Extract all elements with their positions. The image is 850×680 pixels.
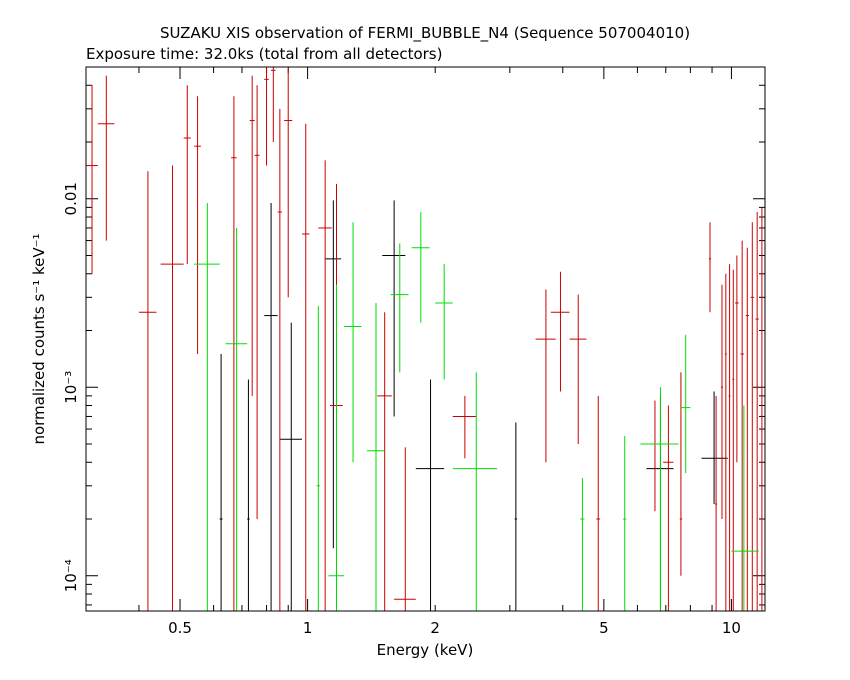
x-axis-label: Energy (keV)	[377, 641, 474, 659]
data-point	[623, 436, 627, 611]
data-point	[596, 395, 601, 611]
data-point	[514, 422, 518, 611]
y-tick-label: 10⁻⁴	[62, 559, 80, 592]
data-point	[160, 165, 184, 611]
data-point	[708, 222, 712, 313]
data-point	[271, 67, 276, 143]
data-point	[750, 222, 754, 611]
data-point	[535, 289, 556, 463]
data-point	[284, 70, 293, 298]
data-point	[715, 395, 718, 611]
data-point	[86, 85, 98, 274]
data-point	[728, 264, 731, 611]
data-point	[97, 75, 115, 241]
plot-frame	[85, 66, 766, 612]
data-point	[580, 477, 585, 611]
data-point	[344, 222, 362, 463]
chart-title: SUZAKU XIS observation of FERMI_BUBBLE_N…	[160, 24, 690, 43]
data-point	[318, 160, 332, 611]
y-axis-label: normalized counts s⁻¹ keV⁻¹	[30, 233, 48, 444]
data-point	[377, 312, 392, 611]
data-point	[452, 395, 477, 459]
x-tick-label: 1	[303, 619, 313, 637]
series-1	[86, 67, 764, 611]
data-point	[435, 264, 453, 380]
data-point	[366, 302, 385, 611]
data-point	[302, 123, 310, 611]
data-point	[231, 96, 237, 611]
data-point	[569, 294, 587, 444]
data-point	[277, 108, 282, 611]
x-tick-label: 5	[599, 619, 609, 637]
data-point	[640, 387, 679, 611]
data-point	[640, 400, 669, 512]
series-2	[194, 202, 759, 611]
data-point	[740, 240, 744, 611]
data-point	[760, 207, 764, 611]
data-point	[219, 354, 223, 611]
data-point	[279, 322, 303, 611]
chart-subtitle: Exposure time: 32.0ks (total from all de…	[86, 45, 442, 63]
data-point	[755, 212, 759, 611]
data-point	[247, 379, 250, 611]
axis-ticks: 0.5 1 2 5 10 10⁻⁴ 10⁻³ 0.01	[62, 66, 765, 637]
data-point	[138, 171, 157, 611]
data-point	[264, 202, 278, 611]
data-point	[183, 85, 191, 265]
data-point	[249, 75, 255, 396]
y-tick-label: 0.01	[62, 182, 80, 215]
data-point	[745, 247, 749, 611]
x-tick-label: 10	[722, 619, 741, 637]
data-point	[415, 379, 445, 611]
x-tick-label: 0.5	[168, 619, 192, 637]
y-tick-label: 10⁻³	[62, 371, 80, 404]
data-point	[701, 391, 728, 505]
data-point	[194, 96, 201, 355]
data-point	[394, 447, 416, 611]
data-point	[735, 255, 739, 463]
data-point	[411, 212, 430, 323]
data-point	[680, 334, 691, 474]
data-point	[724, 273, 727, 611]
data-point	[254, 85, 260, 519]
data-point	[225, 227, 248, 611]
data-point	[264, 67, 269, 166]
data-point	[731, 405, 759, 611]
data-point	[382, 200, 406, 417]
data-point	[328, 284, 345, 611]
x-tick-label: 2	[430, 619, 440, 637]
data-points	[86, 67, 764, 611]
data-point	[325, 200, 342, 549]
data-point	[679, 372, 683, 576]
data-point	[550, 271, 570, 392]
data-point	[316, 305, 321, 611]
data-point	[721, 284, 723, 519]
data-point	[663, 405, 674, 611]
data-point	[732, 269, 735, 611]
data-point	[194, 202, 220, 611]
data-point	[390, 243, 409, 373]
series-0	[219, 200, 728, 611]
data-point	[452, 372, 498, 611]
